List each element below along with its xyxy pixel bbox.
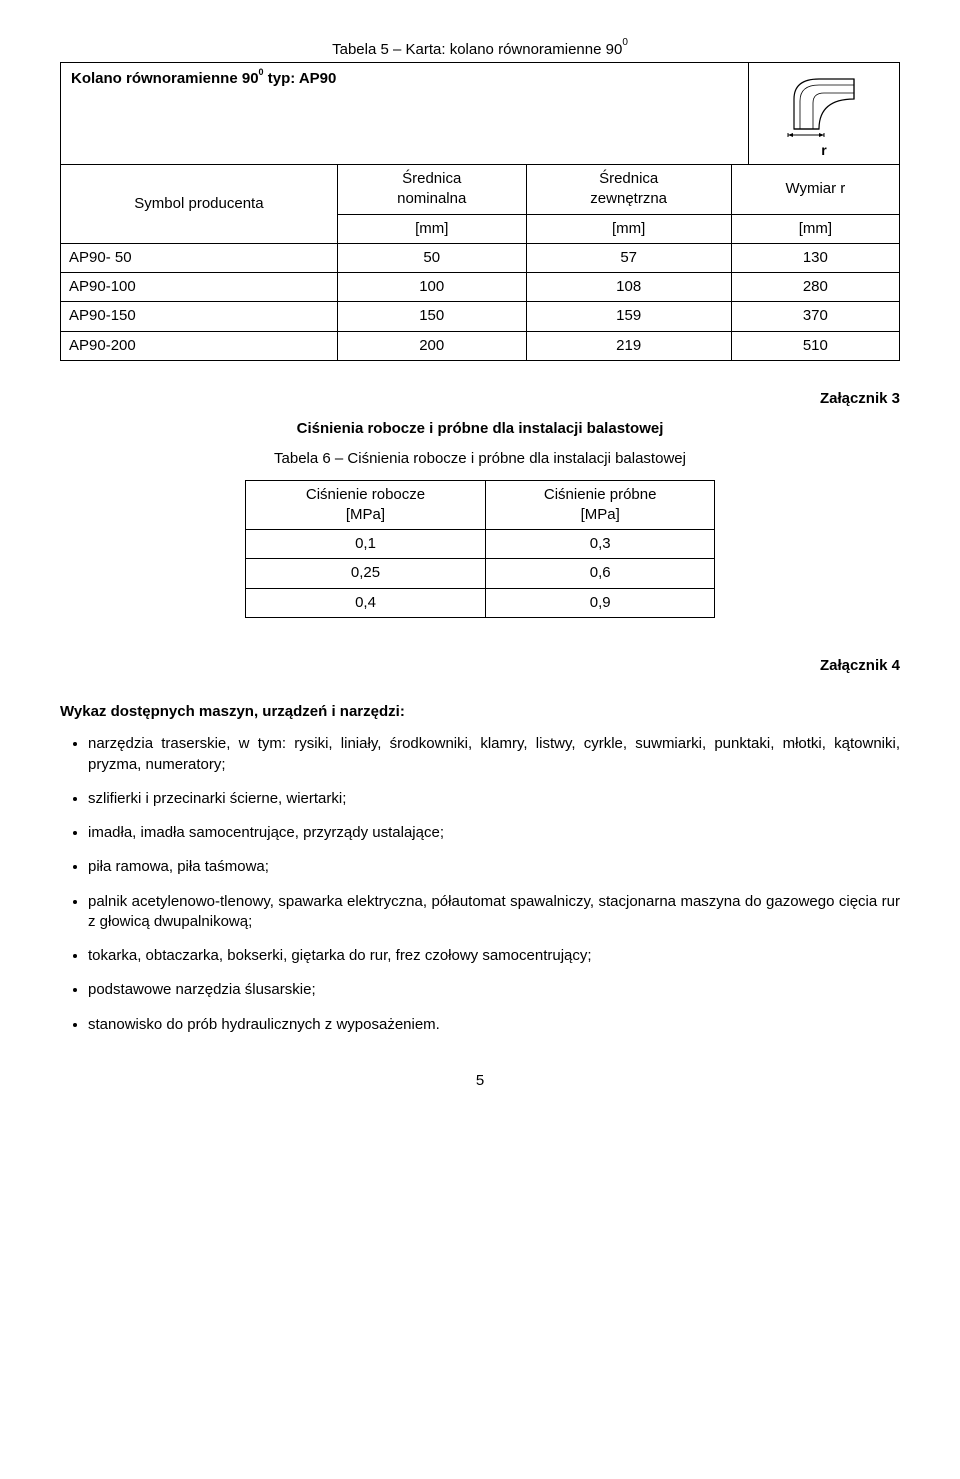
cell: 159 [526,302,731,331]
page-number: 5 [60,1071,900,1091]
cell: 57 [526,243,731,272]
table-row: 0,1 0,3 [245,530,714,559]
cell: AP90-150 [61,302,338,331]
elbow-icon [774,69,874,141]
subtitle-sup: 0 [259,67,264,77]
table6-h0: Ciśnienie robocze [MPa] [245,480,485,530]
caption1-text: Tabela 5 – Karta: kolano równoramienne 9… [332,41,622,58]
table-row: AP90-200 200 219 510 [61,331,900,360]
cell: 108 [526,273,731,302]
table-row: 0,25 0,6 [245,559,714,588]
caption1-sup: 0 [622,37,628,48]
table5-h0: Symbol producenta [61,165,338,244]
list-item: szlifierki i przecinarki ścierne, wierta… [88,789,900,809]
table5-caption: Tabela 5 – Karta: kolano równoramienne 9… [60,40,900,60]
table-row: 0,4 0,9 [245,588,714,617]
list-item: tokarka, obtaczarka, bokserki, giętarka … [88,946,900,966]
cell: AP90-100 [61,273,338,302]
attachment-3-label: Załącznik 3 [60,389,900,409]
tools-list-heading: Wykaz dostępnych maszyn, urządzeń i narz… [60,702,900,722]
cell: 370 [731,302,899,331]
table5: Symbol producenta Średnica nominalna Śre… [60,164,900,361]
cell: 50 [337,243,526,272]
cell: 219 [526,331,731,360]
cell: 0,25 [245,559,485,588]
table5-h3: Wymiar r [731,165,899,215]
list-item: palnik acetylenowo-tlenowy, spawarka ele… [88,892,900,933]
list-item: stanowisko do prób hydraulicznych z wypo… [88,1015,900,1035]
list-item: piła ramowa, piła taśmowa; [88,857,900,877]
list-item: imadła, imadła samocentrujące, przyrządy… [88,823,900,843]
elbow-diagram-cell: r [748,63,899,164]
cell: 0,6 [486,559,715,588]
table6-caption: Tabela 6 – Ciśnienia robocze i próbne dl… [60,449,900,469]
cell: 200 [337,331,526,360]
tools-list: narzędzia traserskie, w tym: rysiki, lin… [60,734,900,1035]
cell: 130 [731,243,899,272]
cell: 0,1 [245,530,485,559]
card-subtitle: Kolano równoramienne 900 typ: AP90 [61,63,748,111]
table6-h1: Ciśnienie próbne [MPa] [486,480,715,530]
cell: 0,9 [486,588,715,617]
table5-u1: [mm] [337,214,526,243]
cell: 280 [731,273,899,302]
list-item: narzędzia traserskie, w tym: rysiki, lin… [88,734,900,775]
table-row: AP90-100 100 108 280 [61,273,900,302]
table6: Ciśnienie robocze [MPa] Ciśnienie próbne… [245,480,715,618]
subtitle-suffix: typ: AP90 [264,70,337,87]
table5-u3: [mm] [731,214,899,243]
card-header-row: Kolano równoramienne 900 typ: AP90 r [60,62,900,164]
cell: 0,4 [245,588,485,617]
table5-u2: [mm] [526,214,731,243]
cell: 0,3 [486,530,715,559]
cell: AP90- 50 [61,243,338,272]
list-item: podstawowe narzędzia ślusarskie; [88,980,900,1000]
table5-h2: Średnica zewnętrzna [526,165,731,215]
cell: AP90-200 [61,331,338,360]
subtitle-prefix: Kolano równoramienne 90 [71,70,259,87]
elbow-r-label: r [759,141,889,160]
table-row: AP90- 50 50 57 130 [61,243,900,272]
table5-h1: Średnica nominalna [337,165,526,215]
cell: 100 [337,273,526,302]
cell: 150 [337,302,526,331]
attachment-4-label: Załącznik 4 [60,656,900,676]
table-row: AP90-150 150 159 370 [61,302,900,331]
section-heading-pressures: Ciśnienia robocze i próbne dla instalacj… [60,419,900,439]
cell: 510 [731,331,899,360]
